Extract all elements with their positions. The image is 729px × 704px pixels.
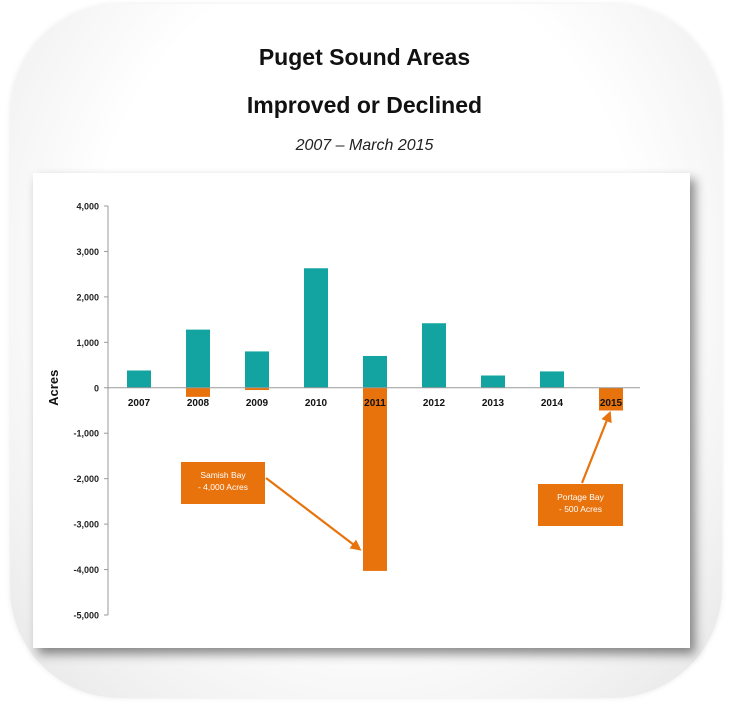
y-tick-label: -1,000: [73, 429, 99, 439]
annotation-text-2015: Portage Bay: [557, 492, 605, 502]
x-tick-label-2009: 2009: [246, 398, 269, 409]
y-axis-label: Acres: [46, 370, 61, 406]
bar-improved-2012: [422, 323, 446, 388]
bar-improved-2010: [304, 268, 328, 388]
annotation-arrow-2011: [266, 478, 358, 548]
bar-improved-2008: [186, 330, 210, 388]
y-tick-label: -3,000: [73, 520, 99, 530]
x-tick-label-2013: 2013: [482, 398, 505, 409]
x-tick-label-2008: 2008: [187, 398, 210, 409]
bar-improved-2007: [127, 371, 151, 388]
y-tick-label: 1,000: [76, 338, 99, 348]
bar-improved-2009: [245, 351, 269, 387]
x-tick-label-2011: 2011: [364, 398, 386, 409]
x-tick-label-2015: 2015: [600, 398, 623, 409]
y-tick-label: -5,000: [73, 611, 99, 621]
annotation-text-2015: - 500 Acres: [559, 504, 602, 514]
annotation-arrow-2015: [582, 415, 609, 483]
annotation-text-2011: - 4,000 Acres: [198, 482, 248, 492]
bar-improved-2011: [363, 356, 387, 388]
y-tick-label: -4,000: [73, 565, 99, 575]
x-tick-label-2014: 2014: [541, 398, 564, 409]
x-tick-label-2007: 2007: [128, 398, 151, 409]
y-tick-label: 4,000: [76, 202, 99, 212]
bar-declined-2011: [363, 388, 387, 571]
y-tick-label: 0: [94, 383, 99, 393]
bar-improved-2014: [540, 371, 564, 387]
annotation-text-2011: Samish Bay: [200, 470, 246, 480]
y-tick-label: 2,000: [76, 292, 99, 302]
x-tick-label-2010: 2010: [305, 398, 328, 409]
x-tick-label-2012: 2012: [423, 398, 446, 409]
bar-declined-2008: [186, 388, 210, 397]
y-tick-label: 3,000: [76, 247, 99, 257]
bar-improved-2013: [481, 376, 505, 388]
y-tick-label: -2,000: [73, 474, 99, 484]
